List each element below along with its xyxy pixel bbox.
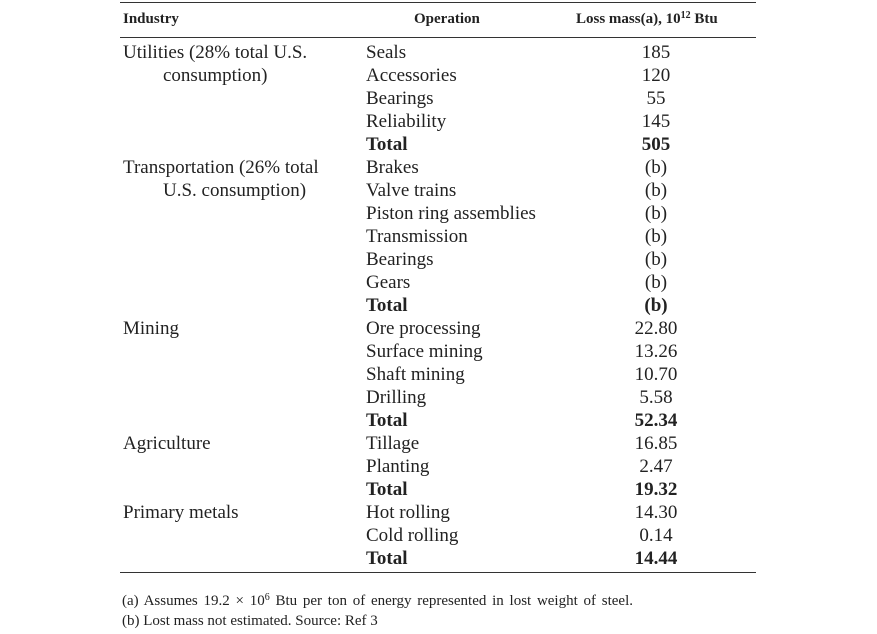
operation: Total <box>366 295 408 316</box>
industry: Transportation (26% total U.S. consumptio… <box>123 156 319 202</box>
operation: Planting <box>366 456 430 477</box>
operation: Reliability <box>366 111 447 132</box>
table-row: Accessories 120 <box>0 64 877 87</box>
operation: Total <box>366 410 408 431</box>
total-row: Total 14.44 <box>0 547 877 570</box>
footnote-a-exp: 6 <box>264 592 270 603</box>
table-row: Tillage 16.85 <box>0 432 877 455</box>
industry-line: U.S. consumption) <box>163 180 307 201</box>
total-row: Total 52.34 <box>0 409 877 432</box>
total-row: Total 505 <box>0 133 877 156</box>
loss-value: 55 <box>646 88 666 109</box>
loss-value: 0.14 <box>639 525 673 546</box>
table-row: Valve trains (b) <box>0 179 877 202</box>
operation: Surface mining <box>366 341 483 362</box>
top-rule <box>120 2 756 3</box>
header-loss-exp: 12 <box>680 10 691 21</box>
industry-line: Transportation (26% total <box>123 157 319 178</box>
operation: Seals <box>366 42 407 63</box>
operation: Transmission <box>366 226 468 247</box>
loss-value: 19.32 <box>634 479 678 500</box>
operation: Bearings <box>366 249 434 270</box>
header-loss-unit: Btu <box>694 11 718 27</box>
industry: Utilities (28% total U.S. consumption) <box>123 41 307 87</box>
operation: Piston ring assemblies <box>366 203 536 224</box>
industry: Mining <box>123 317 179 340</box>
industry-line: Primary metals <box>123 502 239 523</box>
loss-value: (b) <box>644 226 668 247</box>
loss-value: 14.44 <box>634 548 678 569</box>
loss-value: 120 <box>641 65 671 86</box>
operation: Hot rolling <box>366 502 450 523</box>
industry-line: Mining <box>123 318 179 339</box>
header-industry: Industry <box>123 11 179 27</box>
operation: Shaft mining <box>366 364 465 385</box>
header-loss-text: Loss mass(a), 10 <box>576 11 681 27</box>
table-row: Gears (b) <box>0 271 877 294</box>
table-row: Bearings (b) <box>0 248 877 271</box>
loss-value: 145 <box>641 111 671 132</box>
loss-value: (b) <box>644 249 668 270</box>
footnote-a-text: (a) Assumes 19.2 × 10 <box>122 593 265 609</box>
header-rule <box>120 37 756 38</box>
operation: Valve trains <box>366 180 457 201</box>
industry-line: Utilities (28% total U.S. <box>123 42 308 63</box>
industry: Primary metals <box>123 501 239 524</box>
total-row: Total 19.32 <box>0 478 877 501</box>
table-row: Bearings 55 <box>0 87 877 110</box>
header-loss: Loss mass(a), 1012 Btu <box>576 9 718 29</box>
loss-value: 2.47 <box>639 456 673 477</box>
loss-value: (b) <box>644 272 668 293</box>
loss-value: 505 <box>641 134 671 155</box>
operation: Cold rolling <box>366 525 459 546</box>
table-row: Shaft mining 10.70 <box>0 363 877 386</box>
operation: Drilling <box>366 387 427 408</box>
footnote-a-rest: Btu per ton of energy represented in los… <box>275 593 634 609</box>
loss-value: 16.85 <box>634 433 678 454</box>
operation: Ore processing <box>366 318 481 339</box>
table-row: Reliability 145 <box>0 110 877 133</box>
table-row: Transmission (b) <box>0 225 877 248</box>
loss-value: 13.26 <box>634 341 678 362</box>
table-row: Drilling 5.58 <box>0 386 877 409</box>
operation: Total <box>366 134 408 155</box>
table-row: Cold rolling 0.14 <box>0 524 877 547</box>
header-operation: Operation <box>414 11 480 27</box>
loss-value: 52.34 <box>634 410 678 431</box>
industry-line: Agriculture <box>123 433 211 454</box>
industry: Agriculture <box>123 432 211 455</box>
loss-value: (b) <box>644 295 668 316</box>
loss-value: 10.70 <box>634 364 678 385</box>
loss-value: (b) <box>644 180 668 201</box>
operation: Brakes <box>366 157 419 178</box>
loss-value: 185 <box>641 42 671 63</box>
operation: Total <box>366 548 408 569</box>
footnote-b: (b) Lost mass not estimated. Source: Ref… <box>122 613 378 629</box>
table-row: Hot rolling 14.30 <box>0 501 877 524</box>
operation: Bearings <box>366 88 434 109</box>
loss-value: (b) <box>644 157 668 178</box>
loss-value: 5.58 <box>639 387 673 408</box>
bottom-rule <box>120 572 756 573</box>
industry-line: consumption) <box>163 65 268 86</box>
total-row: Total (b) <box>0 294 877 317</box>
footnote-a: (a) Assumes 19.2 × 106 Btu per ton of en… <box>122 591 633 611</box>
table-row: Planting 2.47 <box>0 455 877 478</box>
table-row: Piston ring assemblies (b) <box>0 202 877 225</box>
operation: Total <box>366 479 408 500</box>
operation: Gears <box>366 272 411 293</box>
loss-value: (b) <box>644 203 668 224</box>
loss-value: 22.80 <box>634 318 678 339</box>
table-row: Seals 185 <box>0 41 877 64</box>
operation: Tillage <box>366 433 420 454</box>
table-row: Brakes (b) <box>0 156 877 179</box>
operation: Accessories <box>366 65 457 86</box>
loss-value: 14.30 <box>634 502 678 523</box>
table-row: Ore processing 22.80 <box>0 317 877 340</box>
table-row: Surface mining 13.26 <box>0 340 877 363</box>
